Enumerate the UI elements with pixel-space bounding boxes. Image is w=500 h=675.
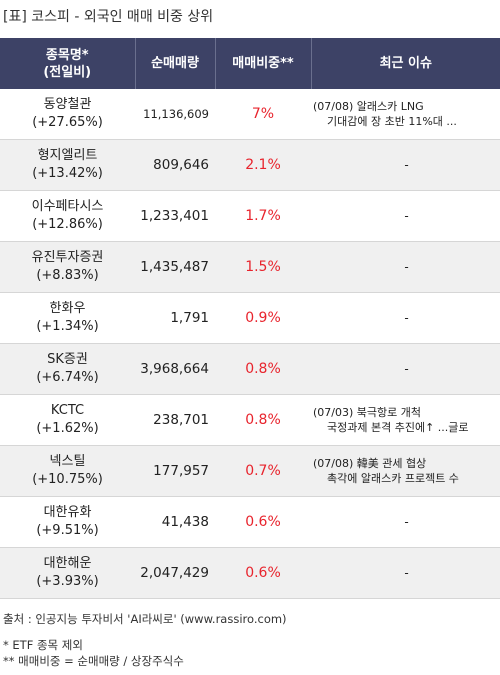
stock-name: 대한유화	[43, 505, 92, 520]
issue-line-1: (07/03) 북극항로 개척	[313, 406, 421, 419]
stock-name: 유진투자증권	[31, 250, 104, 265]
issue-line-2: 기대감에 장 초반 11%대 ...	[327, 115, 457, 128]
stock-name-cell: 형지엘리트 (+13.42%)	[0, 139, 135, 191]
net-volume-cell: 2,047,429	[135, 547, 215, 599]
stock-name-cell: KCTC (+1.62%)	[0, 394, 135, 446]
issue-cell: (07/08) 알래스카 LNG 기대감에 장 초반 11%대 ...	[311, 89, 500, 140]
ratio-cell: 7%	[215, 89, 311, 140]
stock-name-cell: 동양철관 (+27.65%)	[0, 89, 135, 140]
issue-cell: -	[311, 343, 500, 395]
stock-change: (+8.83%)	[36, 268, 99, 283]
ratio-cell: 0.8%	[215, 394, 311, 446]
header-name-line1: 종목명*	[45, 47, 89, 63]
issue-cell: -	[311, 547, 500, 599]
ratio-cell: 1.5%	[215, 241, 311, 293]
ratio-cell: 2.1%	[215, 139, 311, 191]
stock-name-cell: 대한해운 (+3.93%)	[0, 547, 135, 599]
table-row: 동양철관 (+27.65%) 11,136,609 7% (07/08) 알래스카 LN…	[0, 89, 500, 140]
table-header-row: 종목명* (전일비) 순매매량 매매비중** 최근 이슈	[0, 38, 500, 89]
net-volume-cell: 238,701	[135, 394, 215, 446]
footer-note-etf: * ETF 종목 제외	[3, 638, 83, 652]
stock-name-cell: 이수페타시스 (+12.86%)	[0, 190, 135, 242]
issue-line-1: (07/08) 韓美 관세 협상	[313, 457, 427, 470]
stock-name-cell: 유진투자증권 (+8.83%)	[0, 241, 135, 293]
table-row: 대한해운 (+3.93%) 2,047,429 0.6% -	[0, 547, 500, 599]
foreign-trading-table: 종목명* (전일비) 순매매량 매매비중** 최근 이슈 동양철관 (+27.65…	[0, 38, 500, 599]
stock-name-cell: SK증권 (+6.74%)	[0, 343, 135, 395]
net-volume-cell: 1,435,487	[135, 241, 215, 293]
table-row: SK증권 (+6.74%) 3,968,664 0.8% -	[0, 343, 500, 395]
net-volume-cell: 809,646	[135, 139, 215, 191]
stock-name: 이수페타시스	[31, 199, 104, 214]
ratio-cell: 1.7%	[215, 190, 311, 242]
stock-name: 한화우	[49, 301, 86, 316]
stock-name: SK증권	[47, 352, 88, 367]
issue-line-2: 국정과제 본격 추진에↑ ...글로	[327, 421, 469, 434]
header-issue: 최근 이슈	[310, 38, 500, 89]
net-volume-cell: 177,957	[135, 445, 215, 497]
ratio-cell: 0.6%	[215, 496, 311, 548]
net-volume-cell: 1,233,401	[135, 190, 215, 242]
stock-change: (+9.51%)	[36, 523, 99, 538]
stock-name: 형지엘리트	[37, 148, 98, 163]
stock-change: (+3.93%)	[36, 574, 99, 589]
table-row: 이수페타시스 (+12.86%) 1,233,401 1.7% -	[0, 190, 500, 242]
net-volume-cell: 1,791	[135, 292, 215, 344]
stock-name: 넥스틸	[49, 454, 86, 469]
stock-change: (+1.34%)	[36, 319, 99, 334]
stock-name: 대한해운	[43, 556, 92, 571]
issue-cell: -	[311, 496, 500, 548]
stock-name-cell: 대한유화 (+9.51%)	[0, 496, 135, 548]
stock-name-cell: 넥스틸 (+10.75%)	[0, 445, 135, 497]
stock-change: (+6.74%)	[36, 370, 99, 385]
net-volume-cell: 3,968,664	[135, 343, 215, 395]
ratio-cell: 0.7%	[215, 445, 311, 497]
stock-change: (+12.86%)	[32, 217, 103, 232]
net-volume-cell: 11,136,609	[135, 89, 215, 140]
stock-name: 동양철관	[43, 97, 92, 112]
net-volume-cell: 41,438	[135, 496, 215, 548]
issue-cell: -	[311, 139, 500, 191]
header-ratio: 매매비중**	[214, 38, 311, 89]
header-name: 종목명* (전일비)	[0, 38, 135, 89]
page-title: [표] 코스피 - 외국인 매매 비중 상위	[3, 9, 214, 25]
issue-cell: -	[311, 241, 500, 293]
issue-line-2: 촉각에 알래스카 프로젝트 수	[327, 472, 459, 485]
footer-note-ratio: ** 매매비중 = 순매매량 / 상장주식수	[3, 654, 184, 668]
table-row: 형지엘리트 (+13.42%) 809,646 2.1% -	[0, 139, 500, 191]
ratio-cell: 0.6%	[215, 547, 311, 599]
header-name-line2: (전일비)	[43, 64, 92, 80]
issue-line-1: (07/08) 알래스카 LNG	[313, 100, 424, 113]
ratio-cell: 0.9%	[215, 292, 311, 344]
footer-source: 출처 : 인공지능 투자비서 'AI라씨로' (www.rassiro.com)	[3, 612, 287, 626]
ratio-cell: 0.8%	[215, 343, 311, 395]
issue-cell: -	[311, 190, 500, 242]
stock-change: (+10.75%)	[32, 472, 103, 487]
stock-name-cell: 한화우 (+1.34%)	[0, 292, 135, 344]
stock-change: (+27.65%)	[32, 115, 103, 130]
issue-cell: -	[311, 292, 500, 344]
stock-change: (+13.42%)	[32, 166, 103, 181]
table-row: 대한유화 (+9.51%) 41,438 0.6% -	[0, 496, 500, 548]
stock-name: KCTC	[50, 403, 85, 418]
table-row: 한화우 (+1.34%) 1,791 0.9% -	[0, 292, 500, 344]
stock-change: (+1.62%)	[36, 421, 99, 436]
header-net-volume: 순매매량	[134, 38, 215, 89]
table-row: 유진투자증권 (+8.83%) 1,435,487 1.5% -	[0, 241, 500, 293]
